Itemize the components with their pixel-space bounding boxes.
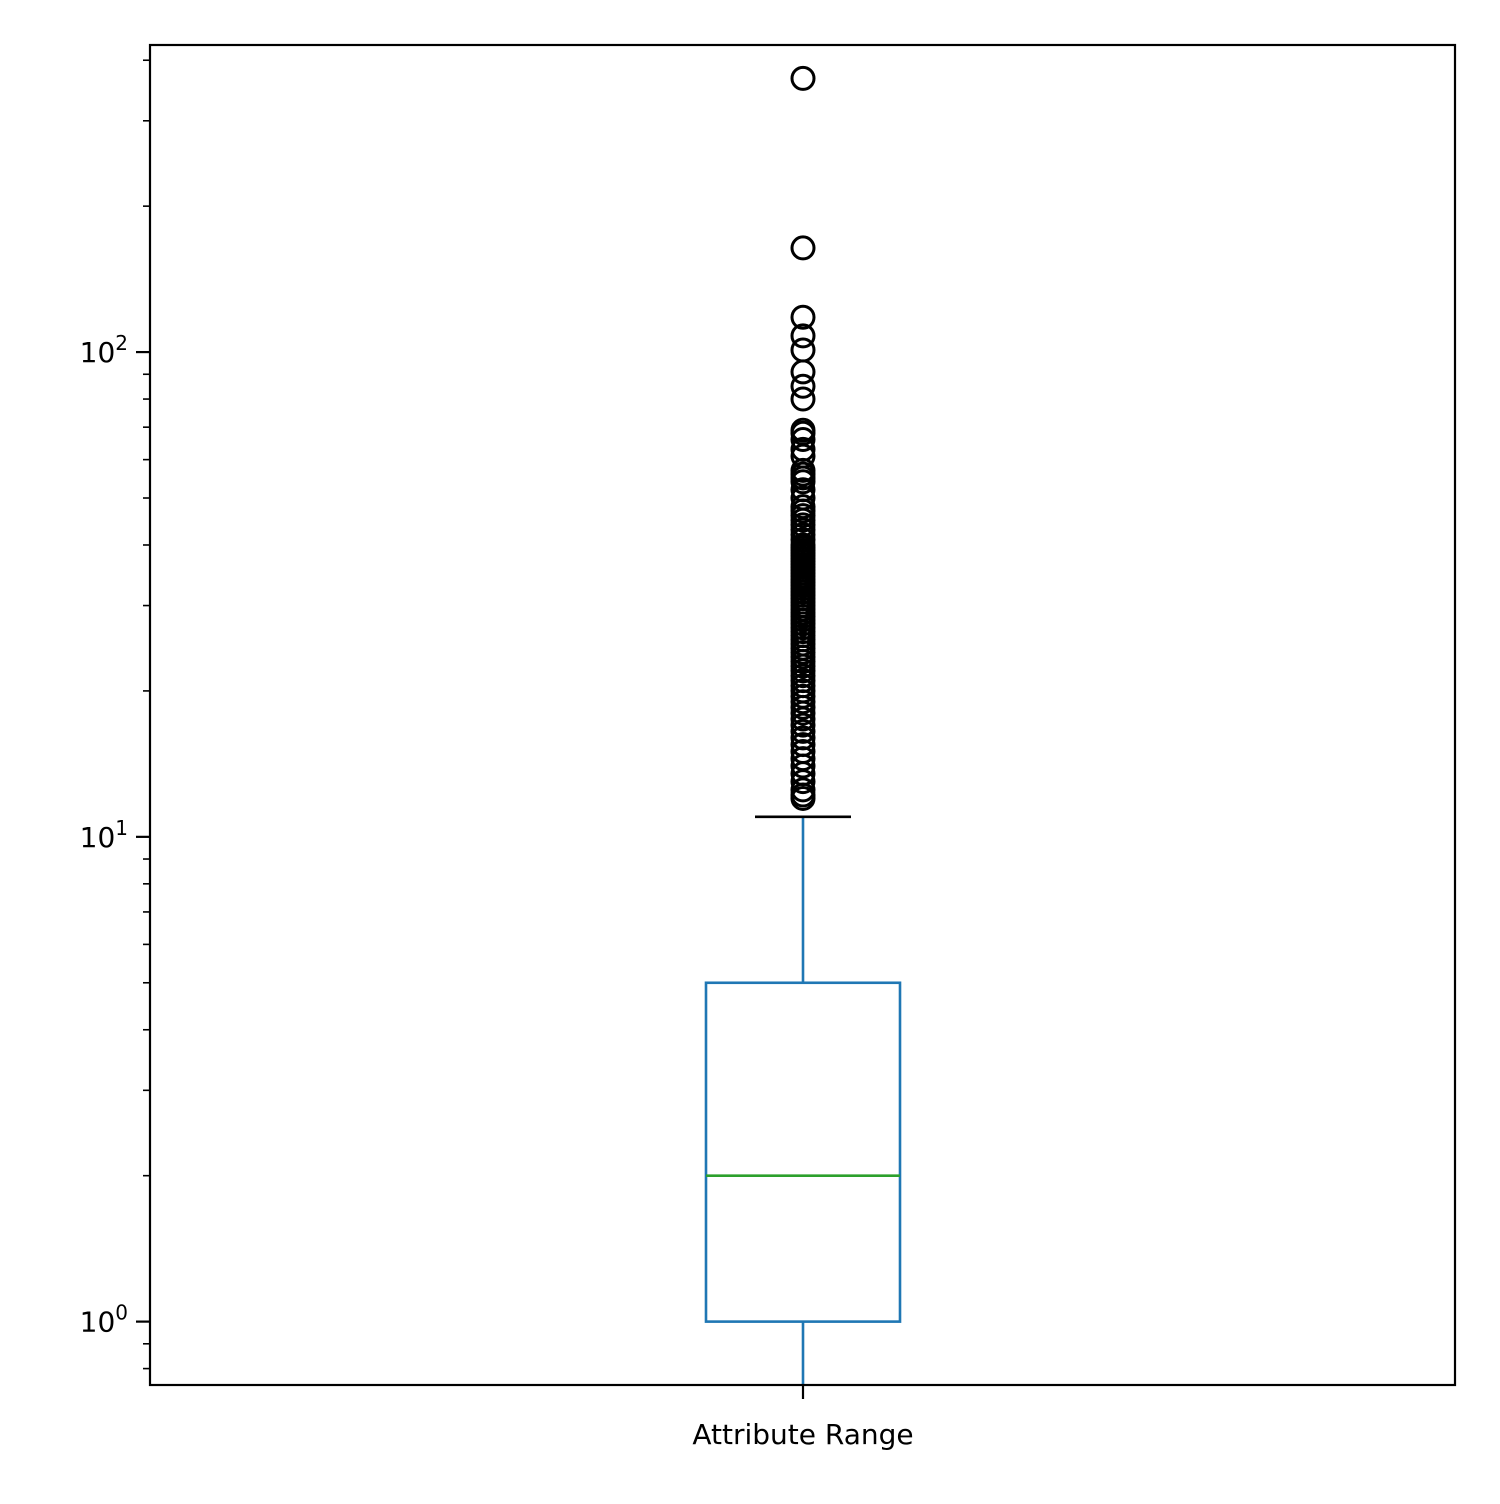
- outlier-point: [790, 777, 816, 803]
- y-tick-label: 101: [80, 816, 128, 854]
- outlier-point: [790, 725, 816, 751]
- outlier-point: [790, 65, 816, 91]
- outliers: [790, 65, 816, 811]
- y-minor-ticks: [143, 59, 150, 1370]
- box-plot: [704, 815, 902, 1385]
- outlier-point: [790, 417, 816, 443]
- y-major-ticks: 100 101 102: [80, 331, 150, 1339]
- outlier-point: [790, 235, 816, 261]
- outlier-point: [790, 427, 816, 453]
- outlier-point: [790, 718, 816, 744]
- outlier-point: [790, 477, 816, 503]
- outlier-point: [790, 485, 816, 511]
- outlier-point: [790, 373, 816, 399]
- outlier-point: [790, 359, 816, 385]
- outlier-point: [790, 304, 816, 330]
- outlier-point: [790, 323, 816, 349]
- outlier-point: [790, 738, 816, 764]
- interquartile-box: [704, 981, 902, 1323]
- outlier-point: [790, 337, 816, 363]
- outlier-point: [790, 494, 816, 520]
- y-tick-label: 100: [80, 1301, 128, 1339]
- outlier-point: [790, 436, 816, 462]
- outlier-point: [790, 386, 816, 412]
- x-tick-label: Attribute Range: [692, 1418, 913, 1451]
- outlier-point: [790, 732, 816, 758]
- y-tick-label: 102: [80, 331, 128, 369]
